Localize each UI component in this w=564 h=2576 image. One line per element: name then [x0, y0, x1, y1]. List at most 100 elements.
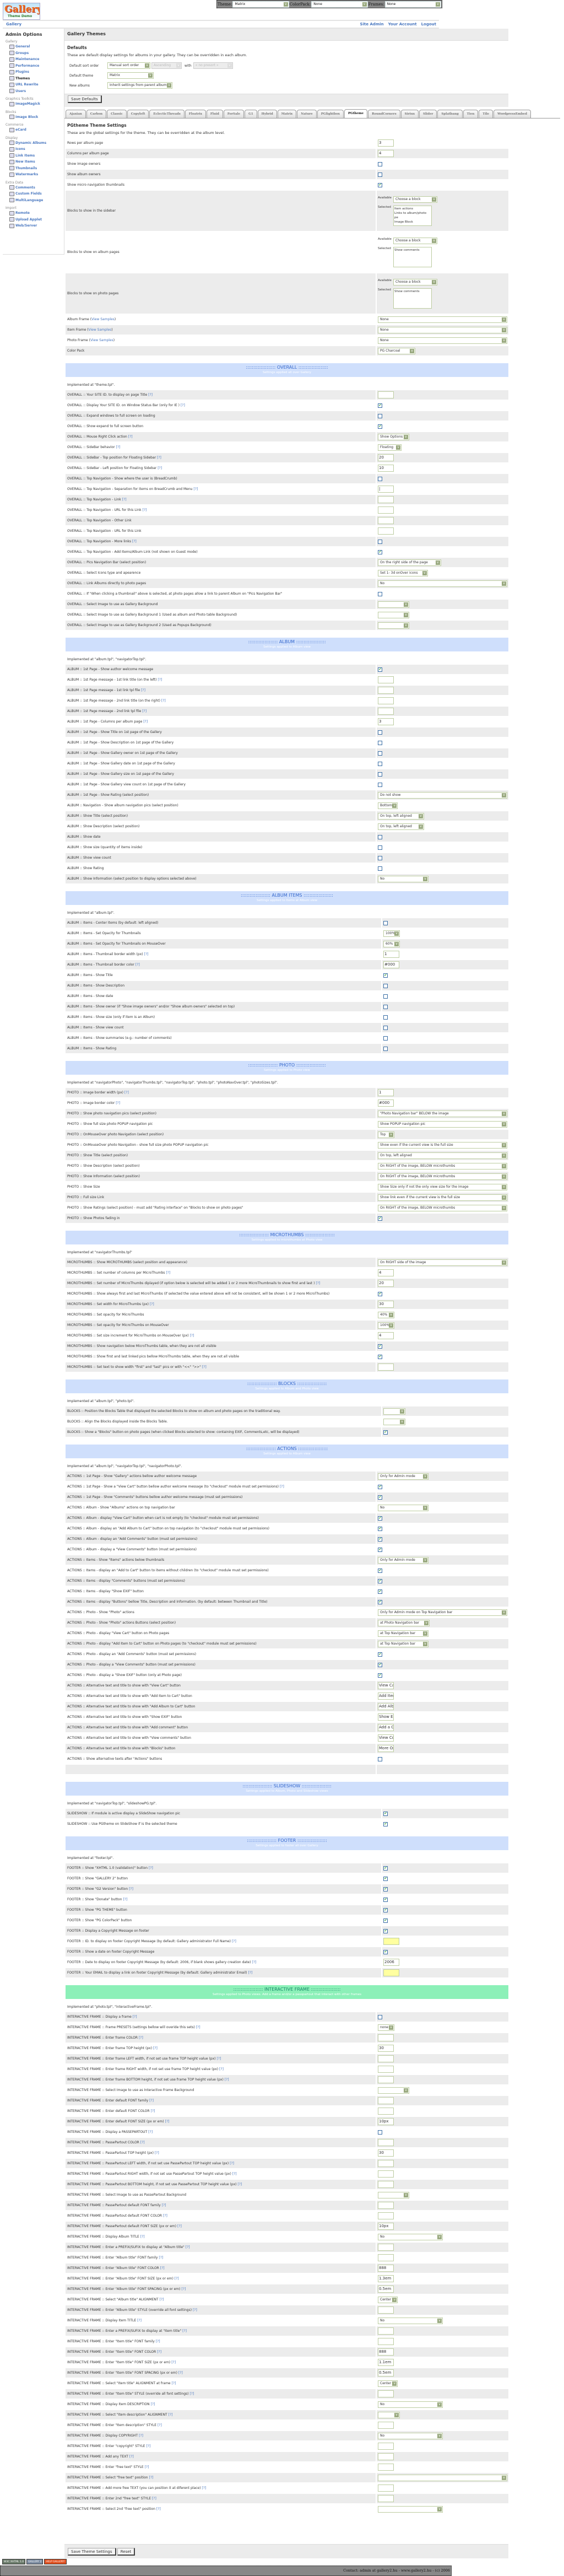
- selected-blocks-list[interactable]: Show comments: [393, 246, 432, 267]
- sidebar-item-link-items[interactable]: Link Items: [9, 153, 64, 159]
- tab-nature[interactable]: Nature: [297, 110, 317, 118]
- select-field[interactable]: v: [378, 611, 409, 618]
- help-link[interactable]: [?]: [153, 2046, 158, 2050]
- select-field[interactable]: at Top Navigation bar v: [378, 1640, 429, 1647]
- select-field[interactable]: No v: [378, 2432, 443, 2439]
- sidebar-item-performance[interactable]: Performance: [9, 63, 64, 69]
- setting-text-input[interactable]: 0.5em: [378, 2369, 394, 2376]
- tab-pglightbox[interactable]: PGlightbox: [317, 110, 344, 118]
- select-field[interactable]: Do not show v: [378, 791, 507, 799]
- setting-checkbox[interactable]: ✔: [383, 973, 388, 978]
- select-field[interactable]: Center v: [378, 2296, 398, 2303]
- select-field[interactable]: at Photo Navigation bar v: [378, 1619, 430, 1626]
- setting-text-input[interactable]: [378, 2244, 394, 2251]
- sidebar-item-comments[interactable]: Comments: [9, 185, 64, 191]
- setting-checkbox[interactable]: [378, 772, 382, 777]
- select-field[interactable]: None v: [378, 326, 507, 333]
- sidebar-item-ecard[interactable]: eCard: [9, 127, 64, 133]
- setting-checkbox[interactable]: ✔: [383, 1430, 388, 1435]
- sidebar-item-url-rewrite[interactable]: URL Rewrite: [9, 82, 64, 88]
- setting-checkbox[interactable]: [378, 782, 382, 787]
- setting-checkbox[interactable]: ✔: [378, 1495, 382, 1500]
- sidebar-item-users[interactable]: Users: [9, 88, 64, 95]
- select-field[interactable]: Show Size only if not the only view size…: [378, 1183, 507, 1190]
- setting-checkbox[interactable]: [383, 1015, 388, 1020]
- select-field[interactable]: Bottom v: [378, 802, 398, 809]
- help-link[interactable]: [?]: [219, 2067, 224, 2071]
- help-link[interactable]: [?]: [181, 2287, 186, 2291]
- help-link[interactable]: [?]: [140, 2141, 145, 2144]
- select-field[interactable]: v: [378, 2087, 409, 2094]
- select-field[interactable]: none v: [378, 2024, 394, 2031]
- frames-select[interactable]: None v: [384, 1, 441, 8]
- logout-link[interactable]: Logout: [421, 22, 436, 26]
- select-field[interactable]: Only for Admin mode v: [378, 1556, 429, 1564]
- tab-hybrid[interactable]: Hybrid: [257, 110, 277, 118]
- help-link[interactable]: [?]: [163, 2214, 167, 2218]
- setting-text-input[interactable]: [378, 697, 394, 704]
- view-samples-link[interactable]: View Samples: [90, 338, 113, 342]
- help-link[interactable]: [?]: [202, 2486, 207, 2490]
- tab-copyleft[interactable]: Copyleft: [127, 110, 149, 118]
- tab-siriux[interactable]: Siriux: [400, 110, 419, 118]
- setting-text-input[interactable]: 10px: [378, 2223, 394, 2230]
- setting-text-input[interactable]: #000: [378, 1100, 394, 1107]
- columns-per-page-input[interactable]: 4: [378, 150, 394, 157]
- reset-button[interactable]: Reset: [117, 2548, 135, 2556]
- setting-text-input[interactable]: [378, 2202, 394, 2209]
- setting-checkbox[interactable]: ✔: [378, 667, 382, 672]
- help-link[interactable]: [?]: [123, 1898, 128, 1901]
- setting-text-input[interactable]: [378, 2055, 394, 2062]
- view-samples-link[interactable]: View Samples: [91, 317, 115, 321]
- setting-text-input[interactable]: 20: [378, 1280, 394, 1287]
- help-link[interactable]: [?]: [216, 2057, 221, 2061]
- help-link[interactable]: [?]: [230, 2162, 234, 2165]
- site-admin-link[interactable]: Site Admin: [360, 22, 384, 26]
- select-field[interactable]: v: [378, 2505, 443, 2513]
- select-field[interactable]: Center v: [378, 2380, 398, 2387]
- setting-checkbox[interactable]: ✔: [383, 1907, 388, 1912]
- help-link[interactable]: [?]: [192, 2308, 197, 2312]
- select-field[interactable]: v: [378, 601, 409, 608]
- select-field[interactable]: No v: [378, 2401, 443, 2408]
- setting-text-input[interactable]: View Comments: [378, 1734, 394, 1742]
- setting-text-input[interactable]: 3: [378, 718, 394, 725]
- select-field[interactable]: On RIGHT of the image, BELOW microthumbs…: [378, 1162, 507, 1170]
- setting-checkbox[interactable]: [383, 920, 388, 925]
- tab-eclecticthreads[interactable]: EclecticThreads: [149, 110, 185, 118]
- setting-checkbox[interactable]: ✔: [378, 549, 382, 554]
- tab-g1[interactable]: G1: [245, 110, 257, 118]
- setting-text-input[interactable]: [378, 517, 394, 524]
- help-link[interactable]: [?]: [168, 2413, 173, 2417]
- select-field[interactable]: None v: [378, 316, 507, 323]
- setting-text-input[interactable]: Add a Comment: [378, 1724, 394, 1731]
- help-link[interactable]: [?]: [157, 2350, 162, 2354]
- setting-checkbox[interactable]: ✔: [378, 1516, 382, 1521]
- help-link[interactable]: [?]: [144, 952, 149, 956]
- select-field[interactable]: No v: [378, 1504, 429, 1511]
- tab-fluid[interactable]: Fluid: [206, 110, 223, 118]
- select-field[interactable]: Show Options v: [378, 433, 409, 440]
- sidebar-item-remote[interactable]: Remote: [9, 210, 64, 217]
- setting-checkbox[interactable]: ✔: [378, 1578, 382, 1583]
- setting-checkbox[interactable]: [378, 413, 382, 418]
- presort-select[interactable]: « no presort » v: [193, 62, 233, 69]
- setting-text-input[interactable]: [378, 2464, 394, 2471]
- help-link[interactable]: [?]: [142, 508, 147, 512]
- setting-checkbox[interactable]: [378, 855, 382, 860]
- select-field[interactable]: On top, left aligned v: [378, 1152, 507, 1159]
- help-link[interactable]: [?]: [146, 2444, 151, 2448]
- setting-text-input[interactable]: [378, 2338, 394, 2345]
- help-link[interactable]: [?]: [154, 2151, 159, 2155]
- setting-text-input[interactable]: [378, 527, 394, 535]
- help-link[interactable]: [?]: [122, 498, 127, 502]
- setting-text-input[interactable]: [378, 2160, 394, 2167]
- help-link[interactable]: [?]: [231, 1939, 236, 1943]
- setting-checkbox[interactable]: ✔: [383, 1811, 388, 1816]
- selected-block-item[interactable]: Links to album/photo pe: [394, 211, 427, 219]
- setting-text-input[interactable]: 30: [378, 2149, 394, 2157]
- setting-checkbox[interactable]: [378, 2130, 382, 2135]
- help-link[interactable]: [?]: [232, 2172, 237, 2176]
- setting-checkbox[interactable]: ✔: [378, 1568, 382, 1573]
- help-link[interactable]: [?]: [132, 2015, 137, 2019]
